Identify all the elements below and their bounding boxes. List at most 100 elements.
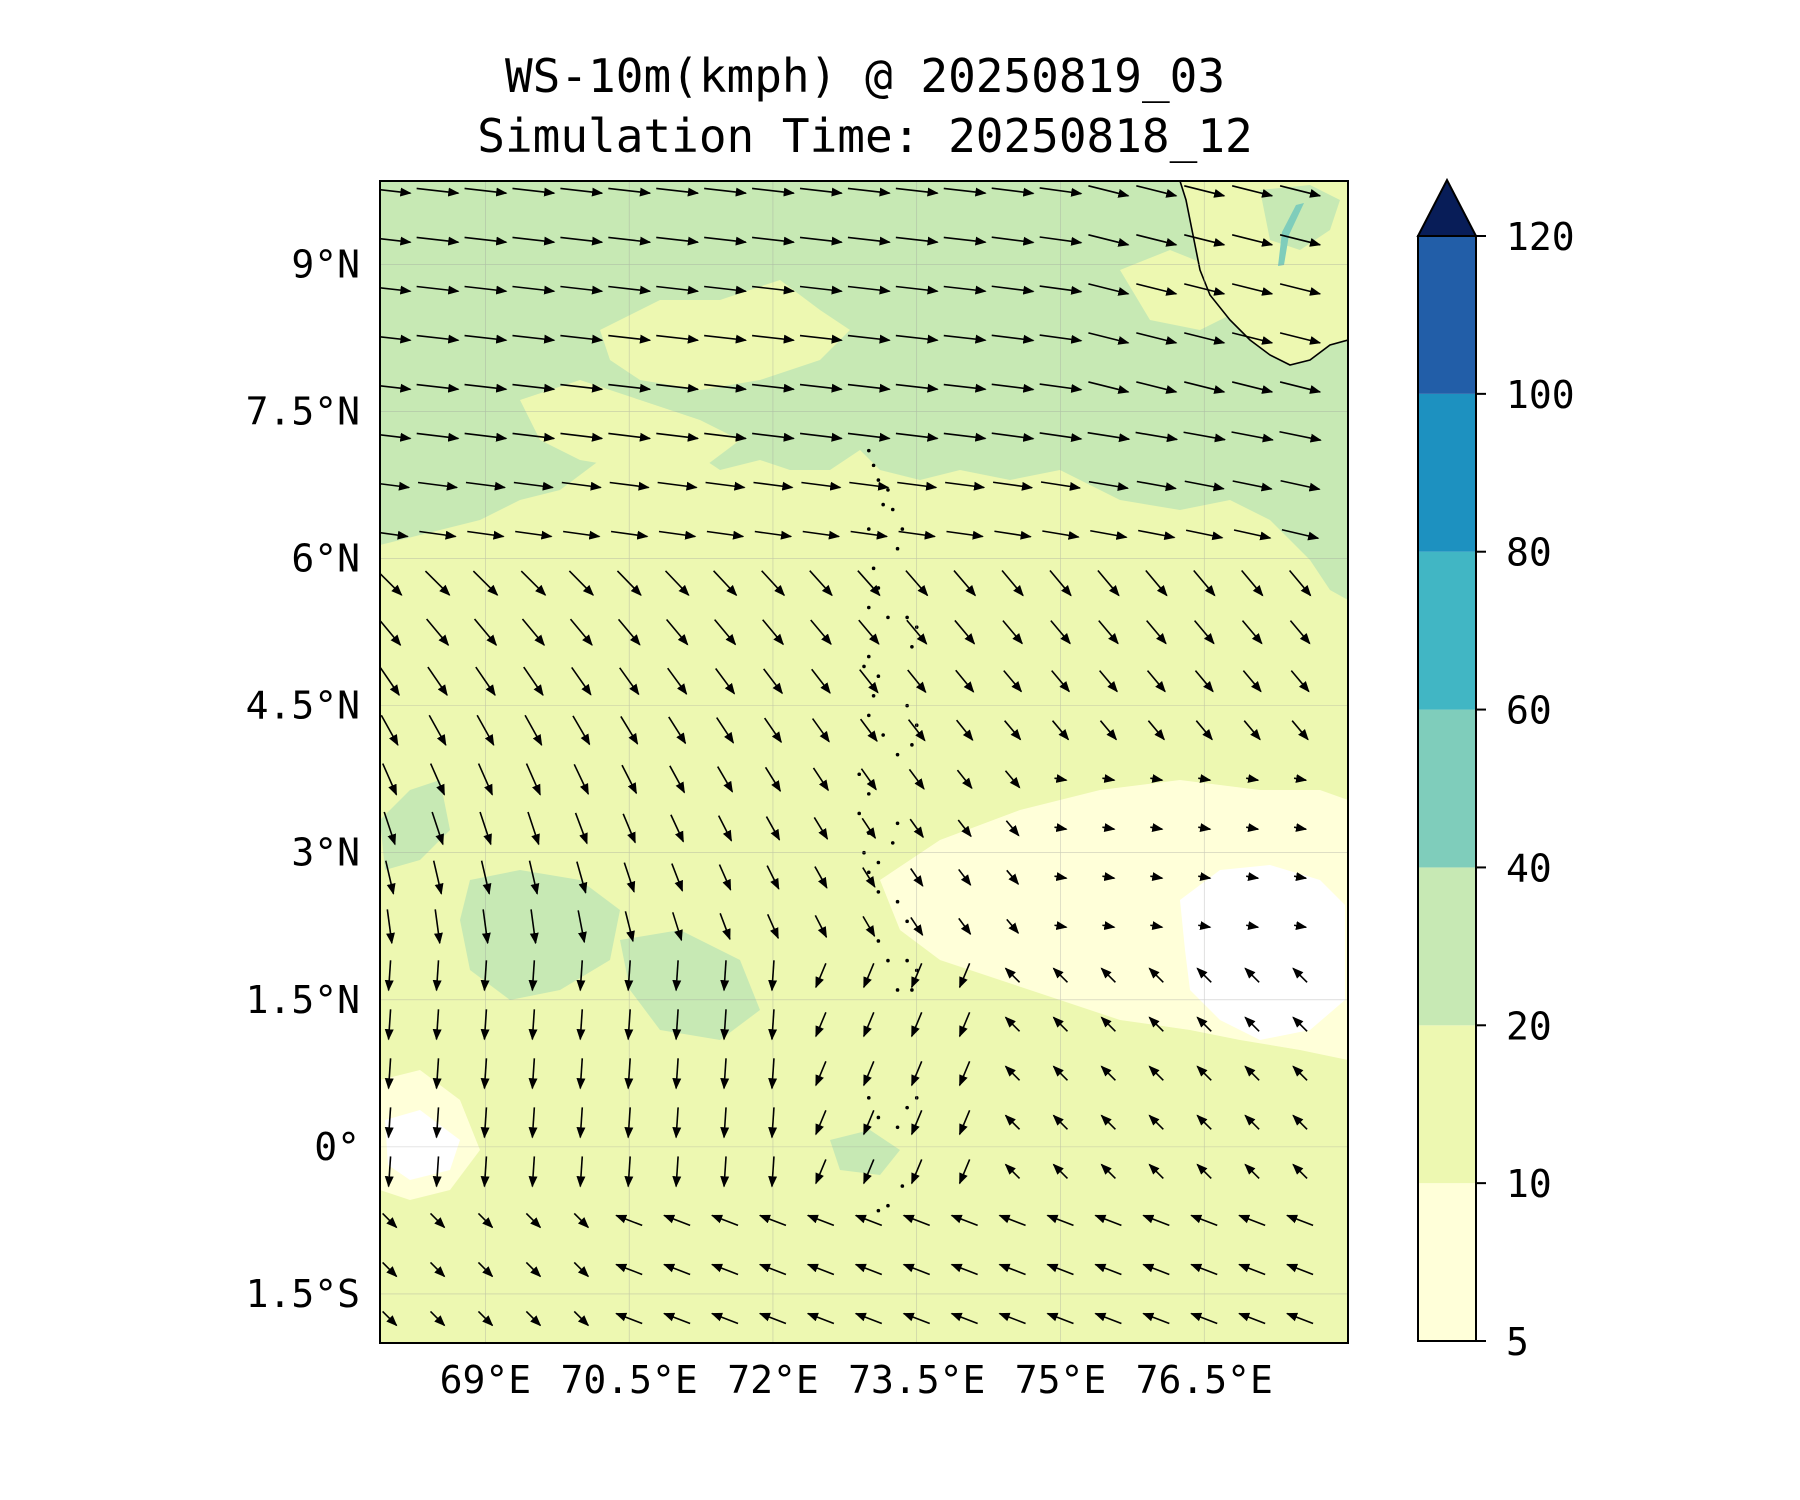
- wind-arrow: [668, 716, 687, 745]
- wind-arrow: [1196, 1163, 1212, 1179]
- wind-arrow: [429, 1310, 446, 1327]
- wind-arrow: [955, 719, 974, 741]
- atoll-dot: [900, 527, 905, 531]
- wind-arrow: [1136, 480, 1177, 492]
- wind-arrow: [667, 667, 688, 695]
- wind-arrow: [380, 530, 409, 540]
- wind-arrow: [1293, 823, 1308, 832]
- wind-arrow: [529, 909, 539, 945]
- wind-arrow: [895, 383, 939, 393]
- wind-arrow: [766, 865, 780, 890]
- wind-arrow: [910, 1110, 923, 1136]
- wind-arrow: [706, 530, 745, 540]
- wind-arrow: [1142, 1263, 1170, 1276]
- wind-arrow: [672, 1009, 682, 1041]
- wind-arrow: [1289, 620, 1311, 645]
- wind-arrow: [1184, 332, 1226, 345]
- atoll-dot: [876, 890, 881, 894]
- wind-arrow: [815, 1110, 827, 1136]
- wind-arrow: [380, 383, 412, 393]
- wind-arrow: [720, 1156, 730, 1188]
- wind-arrow: [895, 187, 939, 197]
- wind-arrow: [525, 763, 541, 796]
- atoll-dot: [857, 811, 862, 816]
- atoll-dot: [895, 988, 900, 992]
- wind-arrow: [576, 1058, 586, 1090]
- wind-arrow: [1281, 528, 1320, 541]
- wind-arrow: [950, 1312, 978, 1325]
- wind-arrow: [752, 432, 795, 442]
- wind-arrow: [616, 570, 642, 596]
- wind-arrow: [670, 814, 685, 843]
- wind-arrow: [768, 960, 778, 992]
- wind-arrow: [512, 285, 556, 295]
- wind-arrow: [895, 334, 939, 344]
- wind-arrow: [515, 530, 553, 540]
- wind-arrow: [573, 1310, 590, 1327]
- wind-arrow: [512, 432, 556, 442]
- wind-arrow: [720, 960, 730, 992]
- wind-arrow: [898, 530, 936, 540]
- wind-arrow: [799, 187, 843, 197]
- wind-arrow: [991, 187, 1035, 197]
- y-tick-label: 0°: [314, 1125, 360, 1169]
- wind-arrow: [1231, 431, 1274, 443]
- wind-arrow: [1231, 381, 1274, 394]
- wind-arrow: [764, 766, 782, 793]
- wind-arrow: [523, 666, 544, 697]
- wind-arrow: [384, 1058, 394, 1090]
- wind-arrow: [958, 1061, 971, 1087]
- wind-arrow: [1148, 1016, 1164, 1032]
- wind-arrow: [906, 619, 928, 645]
- atoll-dot: [871, 463, 876, 468]
- atoll-dot: [895, 821, 900, 826]
- wind-arrow: [465, 481, 507, 491]
- wind-arrow: [863, 1061, 875, 1087]
- atoll-dot: [910, 644, 914, 649]
- wind-arrow: [608, 285, 652, 295]
- wind-arrow: [907, 719, 926, 742]
- wind-arrow: [863, 962, 875, 989]
- colorbar-segment: [1418, 867, 1476, 1026]
- wind-arrow: [1291, 720, 1309, 741]
- wind-arrow: [1242, 670, 1262, 693]
- wind-arrow: [1198, 872, 1212, 881]
- wind-arrow: [1039, 236, 1083, 246]
- x-tick-label: 73.5°E: [848, 1358, 985, 1402]
- atoll-dot: [876, 586, 881, 590]
- wind-arrow: [1051, 670, 1070, 693]
- wind-arrow: [991, 285, 1035, 295]
- wind-arrow: [895, 432, 939, 442]
- wind-arrow: [1100, 967, 1116, 983]
- wind-arrow: [801, 481, 842, 491]
- wind-arrow: [955, 669, 975, 693]
- wind-arrow: [615, 1263, 643, 1276]
- wind-arrow: [1039, 334, 1083, 344]
- wind-arrow: [672, 1156, 682, 1188]
- wind-arrow: [943, 383, 987, 393]
- wind-arrow: [432, 1156, 442, 1188]
- wind-arrow: [766, 914, 779, 940]
- wind-arrow: [957, 819, 972, 838]
- wind-arrow: [475, 666, 496, 697]
- wind-arrow: [573, 1212, 590, 1229]
- wind-arrow: [1193, 570, 1216, 597]
- wind-arrow: [704, 334, 748, 344]
- wind-arrow: [799, 285, 843, 295]
- wind-arrow: [512, 383, 556, 393]
- colorbar-tick-label: 100: [1506, 373, 1575, 417]
- wind-arrow: [1238, 1214, 1266, 1227]
- wind-arrow: [624, 1156, 634, 1188]
- wind-arrow: [384, 960, 394, 992]
- wind-arrow: [382, 1212, 398, 1229]
- wind-arrow: [768, 1156, 778, 1188]
- atoll-dot: [881, 502, 885, 507]
- wind-arrow: [1246, 774, 1260, 783]
- wind-arrow: [573, 1261, 590, 1278]
- wind-arrow: [1052, 967, 1069, 983]
- colorbar: 5 10 20 40 60 80 100 120: [1416, 177, 1575, 1364]
- map-frame: [379, 180, 1349, 1344]
- wind-arrow: [847, 285, 891, 295]
- wind-arrow: [751, 236, 795, 246]
- wind-arrow: [810, 619, 832, 646]
